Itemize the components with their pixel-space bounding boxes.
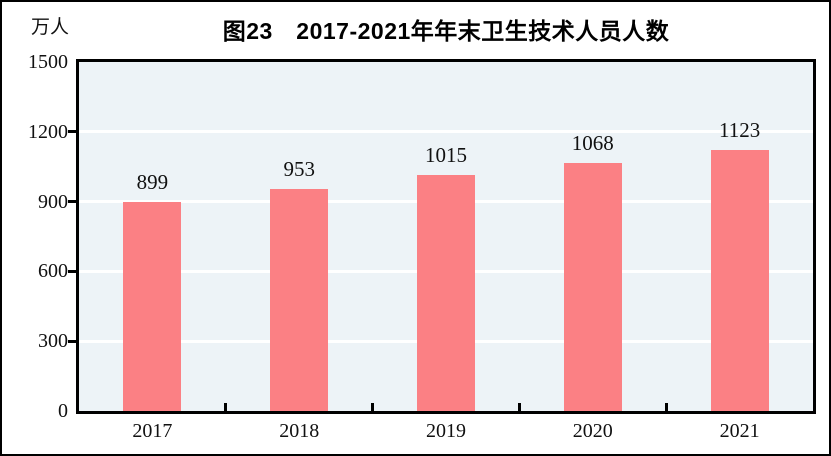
plot-area: 899 953 1015 1068 1123 — [76, 59, 816, 414]
bar-2019 — [417, 174, 475, 411]
gridline-1200 — [79, 130, 813, 134]
bar-value-label-2019: 1015 — [425, 142, 467, 167]
x-axis-tick-mark — [517, 403, 521, 411]
bar-value-label-2017: 899 — [136, 169, 169, 194]
y-axis-tick-mark — [68, 200, 76, 204]
y-axis-tick-label-1200: 1200 — [28, 120, 68, 143]
y-axis-tick-mark — [68, 130, 76, 134]
x-axis-tick-label-2018: 2018 — [279, 420, 320, 442]
x-axis-tick-label-2020: 2020 — [572, 420, 613, 442]
x-axis-tick-label-2017: 2017 — [132, 420, 173, 442]
y-axis-tick-mark — [68, 339, 76, 343]
x-axis-tick-mark — [224, 403, 228, 411]
y-axis-tick-label-900: 900 — [38, 190, 68, 213]
y-axis-tick-label-600: 600 — [38, 260, 68, 283]
x-axis-tick-label-2019: 2019 — [426, 420, 466, 442]
bar-value-label-2021: 1123 — [718, 117, 761, 142]
y-axis-tick-label-0: 0 — [58, 400, 68, 422]
bar-2021 — [710, 149, 769, 411]
y-axis-unit-label: 万人 — [31, 17, 70, 38]
bar-2018 — [270, 189, 329, 411]
bar-2020 — [563, 162, 622, 411]
x-axis-tick-mark — [664, 403, 668, 411]
x-axis-tick-label-2021: 2021 — [719, 420, 760, 442]
bar-value-label-2020: 1068 — [571, 130, 614, 155]
y-axis-tick-mark — [68, 269, 76, 273]
x-axis-tick-mark — [371, 403, 375, 411]
bar-2017 — [123, 201, 182, 411]
chart-title: 图23 2017-2021年年末卫生技术人员人数 — [222, 18, 670, 44]
bar-value-label-2018: 953 — [283, 157, 315, 182]
y-axis-tick-label-1500: 1500 — [28, 51, 68, 73]
y-axis-tick-label-300: 300 — [38, 330, 68, 353]
